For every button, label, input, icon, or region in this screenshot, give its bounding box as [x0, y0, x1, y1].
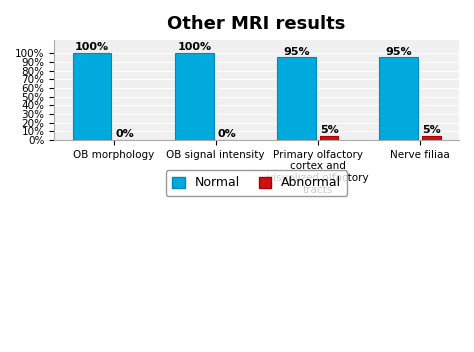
Bar	[379, 57, 418, 140]
Bar	[277, 57, 316, 140]
Title: Other MRI results: Other MRI results	[167, 15, 346, 33]
Text: 0%: 0%	[115, 129, 134, 139]
Text: 100%: 100%	[177, 42, 211, 52]
Text: 0%: 0%	[218, 129, 237, 139]
Bar	[320, 136, 338, 140]
Text: 95%: 95%	[385, 46, 412, 57]
Bar	[73, 53, 111, 140]
Bar	[422, 136, 441, 140]
Text: 5%: 5%	[320, 125, 338, 135]
Text: 100%: 100%	[75, 42, 109, 52]
Legend: Normal, Abnormal: Normal, Abnormal	[166, 170, 347, 196]
Text: 95%: 95%	[283, 46, 310, 57]
Text: 5%: 5%	[422, 125, 441, 135]
Bar	[175, 53, 214, 140]
